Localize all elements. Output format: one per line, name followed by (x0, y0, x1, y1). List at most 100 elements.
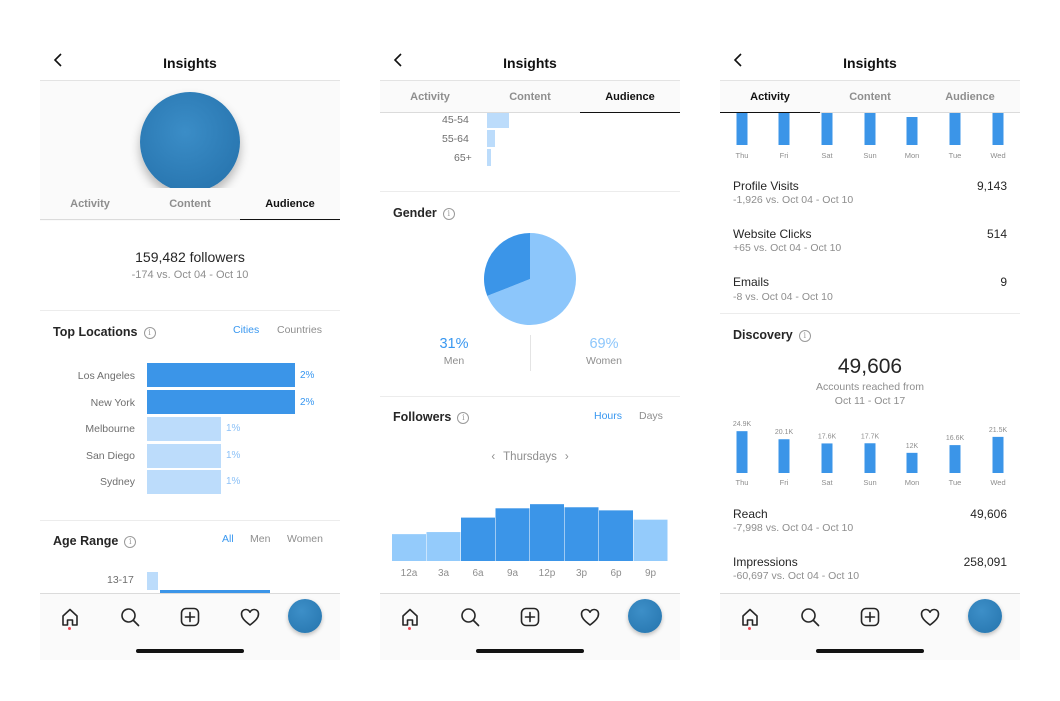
age-label: 65+ (454, 152, 472, 164)
page-title: Insights (163, 55, 217, 71)
divider (720, 313, 1020, 314)
metric-name: Impressions (733, 555, 798, 569)
home-icon[interactable] (739, 606, 761, 628)
toggle-days[interactable]: Days (639, 410, 663, 422)
reach-value-label: 16.6K (946, 435, 965, 442)
notification-dot (408, 627, 411, 630)
metric-value: 9,143 (976, 179, 1007, 193)
bottom-nav (720, 593, 1020, 660)
tab-content[interactable]: Content (509, 91, 551, 103)
search-icon[interactable] (119, 606, 141, 628)
toggle-cities[interactable]: Cities (233, 324, 260, 336)
profile-avatar-tab[interactable] (628, 599, 662, 633)
followers-title: Followers i (393, 410, 470, 424)
home-icon[interactable] (399, 606, 421, 628)
interactions-bar (821, 113, 833, 145)
followers-bar-chart: 12a 3a 6a 9a 12p 3p 6p 9p (392, 504, 668, 579)
profile-avatar-tab[interactable] (288, 599, 322, 633)
location-pct: 2% (300, 370, 315, 381)
heart-icon[interactable] (579, 606, 601, 628)
men-label: Men (443, 355, 465, 367)
toggle-all[interactable]: All (222, 533, 234, 545)
metric-change: -60,697 vs. Oct 04 - Oct 10 (733, 570, 860, 582)
location-pct: 1% (226, 450, 241, 461)
metric-value: 49,606 (970, 507, 1007, 521)
page-title: Insights (503, 55, 557, 71)
followers-bar (426, 532, 461, 561)
hour-tick-label: 9a (507, 568, 519, 579)
metric-change: -7,998 vs. Oct 04 - Oct 10 (733, 522, 854, 534)
interactions-bar (778, 113, 790, 145)
search-icon[interactable] (799, 606, 821, 628)
tab-audience[interactable]: Audience (240, 188, 340, 220)
interactions-bar (949, 113, 961, 145)
tab-activity[interactable]: Activity (720, 81, 820, 113)
day-tick-label: Thu (736, 151, 749, 160)
info-icon[interactable]: i (457, 412, 470, 424)
day-tick-label: Fri (780, 151, 789, 160)
bottom-nav (40, 593, 340, 660)
discovery-title-text: Discovery (733, 328, 793, 342)
age-bar (487, 113, 509, 128)
toggle-women[interactable]: Women (287, 533, 323, 545)
gender-pie-chart (484, 233, 576, 325)
back-chevron-icon[interactable] (50, 52, 66, 68)
back-chevron-icon[interactable] (730, 52, 746, 68)
next-day-chevron-icon[interactable]: › (564, 451, 569, 463)
reach-bar (949, 445, 961, 473)
followers-bar (461, 517, 495, 561)
header: Insights (380, 40, 680, 81)
followers-bar (599, 510, 633, 561)
reach-value-label: 17.6K (818, 433, 837, 440)
followers-bar (633, 519, 668, 561)
new-post-icon[interactable] (859, 606, 881, 628)
day-tick-label: Thu (736, 478, 749, 487)
location-label: New York (90, 397, 135, 409)
tab-content[interactable]: Content (169, 198, 211, 210)
toggle-hours[interactable]: Hours (594, 410, 623, 422)
back-chevron-icon[interactable] (390, 52, 406, 68)
info-icon[interactable]: i (798, 330, 811, 342)
heart-icon[interactable] (239, 606, 261, 628)
home-indicator (136, 649, 244, 653)
day-selector[interactable]: ‹ Thursdays › (380, 451, 680, 463)
location-label: Los Angeles (77, 370, 135, 382)
tab-content[interactable]: Content (849, 91, 891, 103)
home-icon[interactable] (59, 606, 81, 628)
followers-bar (495, 508, 530, 561)
reach-value-label: 21.5K (989, 427, 1008, 434)
toggle-men[interactable]: Men (250, 533, 271, 545)
profile-avatar-tab[interactable] (968, 599, 1002, 633)
search-icon[interactable] (459, 606, 481, 628)
age-label: 55-64 (442, 133, 469, 145)
info-icon[interactable]: i (442, 208, 455, 220)
age-bar (487, 149, 491, 166)
location-bar (147, 390, 295, 414)
prev-day-chevron-icon[interactable]: ‹ (491, 451, 496, 463)
reach-bar (864, 443, 876, 473)
tab-audience[interactable]: Audience (945, 91, 995, 103)
new-post-icon[interactable] (519, 606, 541, 628)
age-label: 45-54 (442, 114, 469, 126)
interactions-bar (992, 113, 1004, 145)
new-post-icon[interactable] (179, 606, 201, 628)
reach-value-label: 17.7K (861, 433, 880, 440)
interactions-bar (864, 113, 876, 145)
location-pct: 1% (226, 423, 241, 434)
info-icon[interactable]: i (124, 536, 137, 548)
info-icon[interactable]: i (143, 327, 156, 339)
toggle-countries[interactable]: Countries (277, 324, 322, 336)
tab-audience[interactable]: Audience (580, 81, 680, 113)
tab-activity[interactable]: Activity (410, 91, 450, 103)
metric-name: Emails (733, 275, 770, 289)
divider (40, 520, 340, 521)
heart-icon[interactable] (919, 606, 941, 628)
insights-screen-activity: Insights Activity Content Audience Thu Fr… (720, 40, 1020, 660)
hour-tick-label: 3a (438, 568, 450, 579)
reach-bar (992, 436, 1004, 473)
tab-activity[interactable]: Activity (70, 198, 110, 210)
notification-dot (748, 627, 751, 630)
tab-bar: Activity Content Audience (380, 81, 680, 113)
age-range-title: Age Range i (53, 534, 137, 548)
reach-bar (736, 431, 748, 473)
